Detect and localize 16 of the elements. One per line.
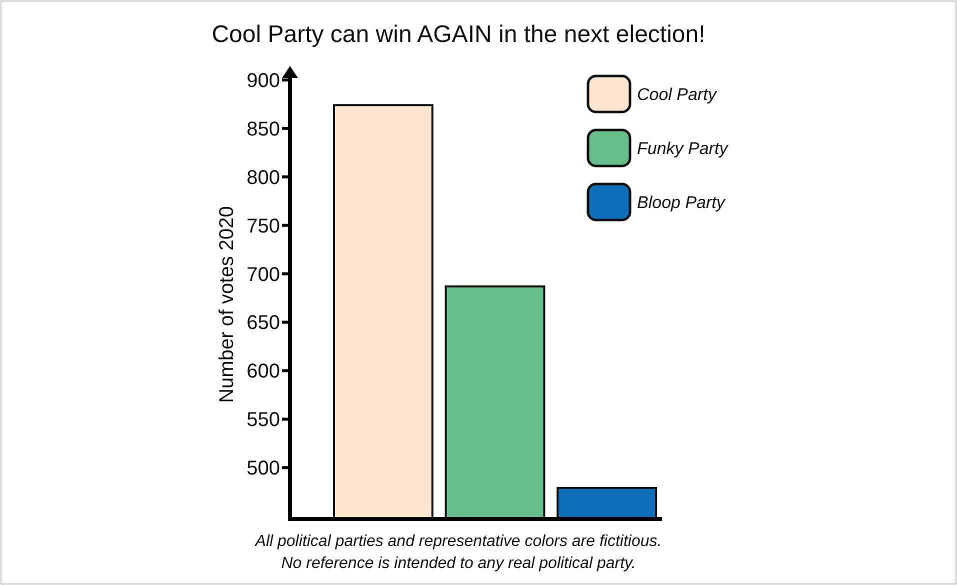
y-tick-label: 500 <box>246 458 280 480</box>
text: All political parties and representative colors are fictitious. <box>254 533 662 550</box>
y-tick-label: 550 <box>246 409 280 432</box>
legend-label: Funky Party <box>637 138 730 158</box>
y-tick-label: 650 <box>246 312 280 334</box>
text: No reference is intended to any real political party. <box>281 555 636 572</box>
y-tick-label: 800 <box>246 166 280 189</box>
y-tick-label: 900 <box>246 70 280 92</box>
chart-title: Cool Party can win AGAIN in the next election! <box>212 21 706 48</box>
y-tick-label: 850 <box>246 118 280 140</box>
y-tick-label: 750 <box>246 215 280 238</box>
y-tick-label: 600 <box>246 360 280 383</box>
legend-label: Bloop Party <box>637 192 726 212</box>
y-axis-title: Number of votes 2020 <box>216 206 238 403</box>
y-tick-label: 700 <box>246 264 280 286</box>
legend-label: Cool Party <box>637 84 718 104</box>
